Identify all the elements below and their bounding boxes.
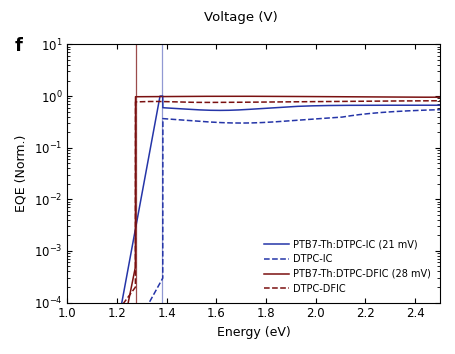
Y-axis label: EQE (Norm.): EQE (Norm.) [15, 135, 28, 212]
DTPC-IC [430, 108, 435, 112]
PTB7-Th:DTPC-IC (21 mV) [437, 103, 443, 107]
DTPC-DFIC [129, 290, 135, 294]
PTB7-Th:DTPC-IC (21 mV) [390, 103, 395, 107]
DTPC-DFIC [107, 320, 112, 324]
PTB7-Th:DTPC-IC (21 mV) [430, 103, 435, 107]
DTPC-IC [390, 110, 395, 114]
PTB7-Th:DTPC-DFIC (28 mV) [207, 94, 213, 98]
PTB7-Th:DTPC-IC (21 mV) [224, 108, 229, 113]
PTB7-Th:DTPC-DFIC (28 mV) [65, 352, 70, 354]
DTPC-DFIC [437, 99, 443, 103]
DTPC-IC [65, 352, 70, 354]
PTB7-Th:DTPC-IC (21 mV) [129, 246, 135, 251]
Line: PTB7-Th:DTPC-DFIC (28 mV): PTB7-Th:DTPC-DFIC (28 mV) [67, 96, 440, 354]
Line: DTPC-DFIC: DTPC-DFIC [67, 101, 440, 354]
Legend: PTB7-Th:DTPC-IC (21 mV), DTPC-IC, PTB7-Th:DTPC-DFIC (28 mV), DTPC-DFIC: PTB7-Th:DTPC-IC (21 mV), DTPC-IC, PTB7-T… [260, 235, 435, 298]
PTB7-Th:DTPC-DFIC (28 mV) [230, 94, 236, 98]
X-axis label: Energy (eV): Energy (eV) [217, 326, 290, 339]
DTPC-IC [223, 121, 229, 125]
PTB7-Th:DTPC-DFIC (28 mV) [107, 352, 112, 354]
Text: f: f [15, 37, 23, 55]
PTB7-Th:DTPC-DFIC (28 mV) [129, 283, 135, 287]
Line: PTB7-Th:DTPC-IC (21 mV): PTB7-Th:DTPC-IC (21 mV) [67, 96, 440, 354]
PTB7-Th:DTPC-DFIC (28 mV) [430, 95, 435, 99]
DTPC-DFIC [65, 352, 70, 354]
Text: Voltage (V): Voltage (V) [204, 11, 278, 24]
PTB7-Th:DTPC-IC (21 mV) [207, 108, 213, 112]
PTB7-Th:DTPC-DFIC (28 mV) [390, 95, 395, 99]
PTB7-Th:DTPC-DFIC (28 mV) [437, 95, 443, 99]
DTPC-DFIC [390, 99, 395, 103]
DTPC-IC [207, 120, 213, 124]
DTPC-DFIC [207, 100, 213, 104]
PTB7-Th:DTPC-DFIC (28 mV) [223, 94, 229, 98]
PTB7-Th:DTPC-IC (21 mV) [157, 94, 163, 98]
PTB7-Th:DTPC-IC (21 mV) [65, 352, 70, 354]
DTPC-IC [437, 108, 443, 112]
DTPC-DFIC [223, 100, 229, 104]
DTPC-IC [129, 332, 135, 336]
Line: DTPC-IC: DTPC-IC [67, 110, 440, 354]
DTPC-DFIC [430, 99, 435, 103]
PTB7-Th:DTPC-IC (21 mV) [107, 352, 112, 354]
DTPC-IC [107, 352, 112, 354]
